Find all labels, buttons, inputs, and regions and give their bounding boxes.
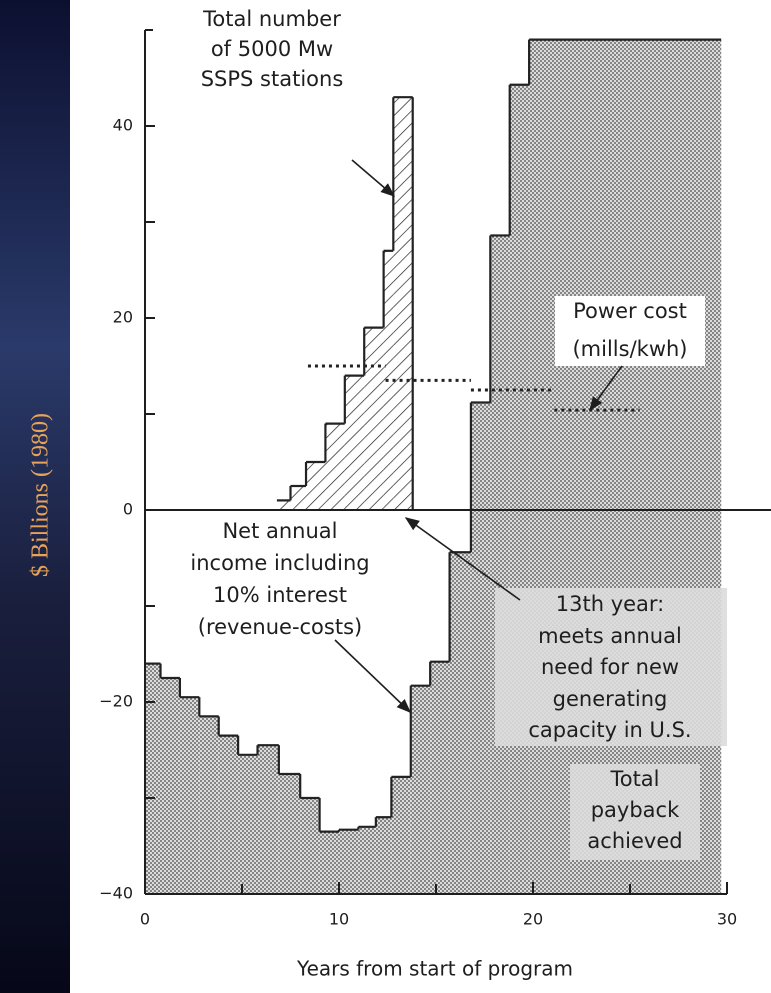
annotation: payback (591, 798, 680, 822)
annotation: achieved (587, 829, 682, 853)
station-bar (344, 375, 365, 510)
income-area (529, 39, 722, 895)
y-axis-label: $ Billions (1980) (28, 413, 54, 577)
income-area (410, 685, 431, 894)
annotation: SSPS stations (201, 67, 344, 91)
income-area (199, 716, 219, 894)
income-area (300, 798, 320, 894)
station-bar (393, 97, 413, 510)
income-area (319, 831, 339, 894)
annotation: need for new (541, 655, 679, 679)
station-bar (325, 423, 345, 510)
label-bg (570, 764, 700, 860)
income-area (257, 745, 279, 894)
arrow (334, 639, 412, 713)
income-area (449, 552, 471, 894)
income-area (430, 661, 450, 894)
income-area (179, 697, 200, 894)
annotation: (mills/kwh) (572, 337, 687, 361)
annotation: Net annual (222, 519, 337, 543)
income-area (238, 754, 258, 894)
income-area (509, 84, 530, 895)
income-area (375, 817, 392, 894)
x-axis-label: Years from start of program (296, 957, 573, 981)
income-area (218, 735, 239, 894)
annotation: Total number (202, 7, 341, 31)
income-area (490, 235, 510, 894)
arrow (589, 365, 623, 412)
arrow (404, 517, 521, 601)
label-bg (495, 588, 727, 746)
annotation: generating (553, 687, 668, 711)
y-tick-label: 20 (113, 308, 133, 327)
station-bar (364, 327, 384, 510)
income-area (391, 776, 411, 894)
income-area (145, 663, 161, 894)
income-area (278, 774, 301, 894)
y-tick-label: −20 (99, 692, 133, 711)
y-tick-label: 40 (113, 116, 133, 135)
income-area (339, 829, 359, 894)
x-tick-label: 20 (523, 910, 543, 929)
station-bar (306, 462, 326, 510)
y-tick-label: −40 (99, 884, 133, 903)
station-bar (276, 500, 291, 510)
annotation: Power cost (573, 299, 687, 323)
label-bg (555, 296, 705, 366)
annotation: Total (609, 767, 659, 791)
annotation: of 5000 Mw (211, 37, 333, 61)
x-tick-label: 10 (329, 910, 349, 929)
x-tick-label: 0 (140, 910, 150, 929)
y-tick-label: 0 (123, 500, 133, 519)
annotation: meets annual (538, 624, 682, 648)
side-strip (0, 0, 70, 993)
arrow (351, 159, 396, 197)
annotation: 10% interest (213, 583, 347, 607)
annotation: income including (190, 551, 369, 575)
station-bar (290, 486, 307, 510)
income-area (470, 402, 491, 894)
annotation: 13th year: (556, 592, 665, 616)
annotation: capacity in U.S. (528, 718, 691, 742)
income-area (160, 678, 180, 894)
annotation: (revenue-costs) (198, 615, 362, 639)
income-area (358, 826, 376, 894)
x-tick-label: 30 (717, 910, 737, 929)
